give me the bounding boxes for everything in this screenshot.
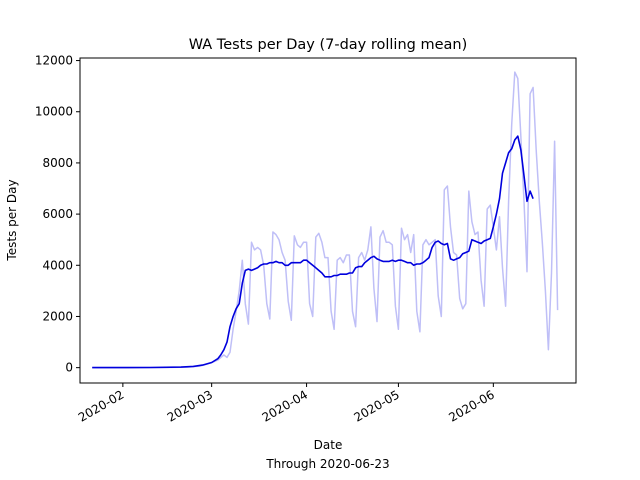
y-tick-label: 6000 (42, 207, 73, 221)
x-tick-label: 2020-06 (446, 387, 496, 424)
x-axis: 2020-02 2020-03 2020-04 2020-05 2020-06 (76, 383, 497, 425)
rolling-series-line (92, 135, 534, 369)
y-axis: 0 2000 4000 6000 8000 10000 12000 (35, 54, 80, 375)
y-tick-label: 2000 (42, 309, 73, 323)
y-tick-label: 8000 (42, 156, 73, 170)
chart-title: WA Tests per Day (7-day rolling mean) (189, 37, 468, 53)
x-tick-label: 2020-04 (260, 387, 310, 424)
plot-frame (79, 57, 577, 384)
y-axis-label: Tests per Day (5, 179, 19, 261)
x-tick-label: 2020-05 (351, 387, 401, 424)
y-tick-label: 0 (65, 361, 73, 375)
daily-series-line (92, 71, 559, 369)
x-tick-label: 2020-02 (76, 387, 126, 424)
x-axis-sublabel: Through 2020-06-23 (265, 457, 389, 471)
y-tick-label: 12000 (35, 54, 73, 68)
y-tick-label: 4000 (42, 258, 73, 272)
x-tick-label: 2020-03 (165, 387, 215, 424)
x-axis-label: Date (314, 438, 343, 452)
y-tick-label: 10000 (35, 105, 73, 119)
